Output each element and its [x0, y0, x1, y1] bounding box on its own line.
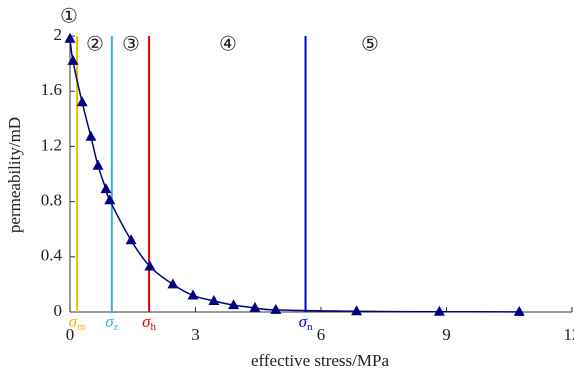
data-point: [513, 305, 525, 316]
data-point: [92, 159, 104, 170]
y-tick-label: 0: [54, 301, 63, 320]
curve: [69, 38, 520, 313]
data-point: [187, 289, 199, 300]
region-label: ⑤: [361, 34, 379, 56]
stress-label: σn: [299, 312, 313, 333]
stress-subscript: m: [77, 321, 86, 333]
stress-label: σh: [142, 312, 156, 333]
data-point: [64, 32, 76, 43]
region-label: ④: [219, 34, 237, 56]
data-point: [249, 301, 261, 312]
region-label: ③: [122, 34, 140, 56]
data-point: [104, 194, 116, 205]
data-point: [351, 305, 363, 316]
data-point: [433, 305, 445, 316]
y-tick-label: 2: [54, 25, 63, 44]
stress-label: σm: [69, 312, 86, 333]
x-tick-label: 3: [191, 325, 200, 344]
data-point: [67, 54, 79, 65]
stress-subscript: h: [151, 321, 157, 333]
stress-symbol: σ: [69, 312, 78, 331]
x-tick-label: 6: [317, 325, 326, 344]
stress-symbol: σ: [299, 312, 308, 331]
region-label: ②: [86, 34, 104, 56]
data-point: [144, 260, 156, 271]
stress-subscript: n: [307, 321, 313, 333]
y-tick-label: 0.4: [41, 246, 63, 265]
x-tick-label: 12: [564, 325, 574, 344]
x-axis-label: effective stress/MPa: [251, 351, 389, 370]
data-point: [228, 299, 240, 310]
y-axis-label: permeability/mD: [5, 117, 24, 233]
y-tick-label: 1.2: [41, 135, 62, 154]
y-tick-label: 1.6: [41, 80, 62, 99]
data-point: [208, 294, 220, 305]
stress-subscript: z: [114, 321, 119, 333]
data-point: [125, 234, 137, 245]
region-label: ①: [60, 6, 78, 28]
data-point: [167, 278, 179, 289]
data-point: [270, 303, 282, 314]
x-tick-label: 9: [442, 325, 451, 344]
stress-label: σz: [105, 312, 118, 333]
stress-symbol: σ: [105, 312, 114, 331]
data-point: [100, 183, 112, 194]
x-tick-label: 0: [66, 325, 75, 344]
y-tick-label: 0.8: [41, 191, 62, 210]
data-point: [85, 130, 97, 141]
data-point: [76, 96, 88, 107]
stress-symbol: σ: [142, 312, 151, 331]
